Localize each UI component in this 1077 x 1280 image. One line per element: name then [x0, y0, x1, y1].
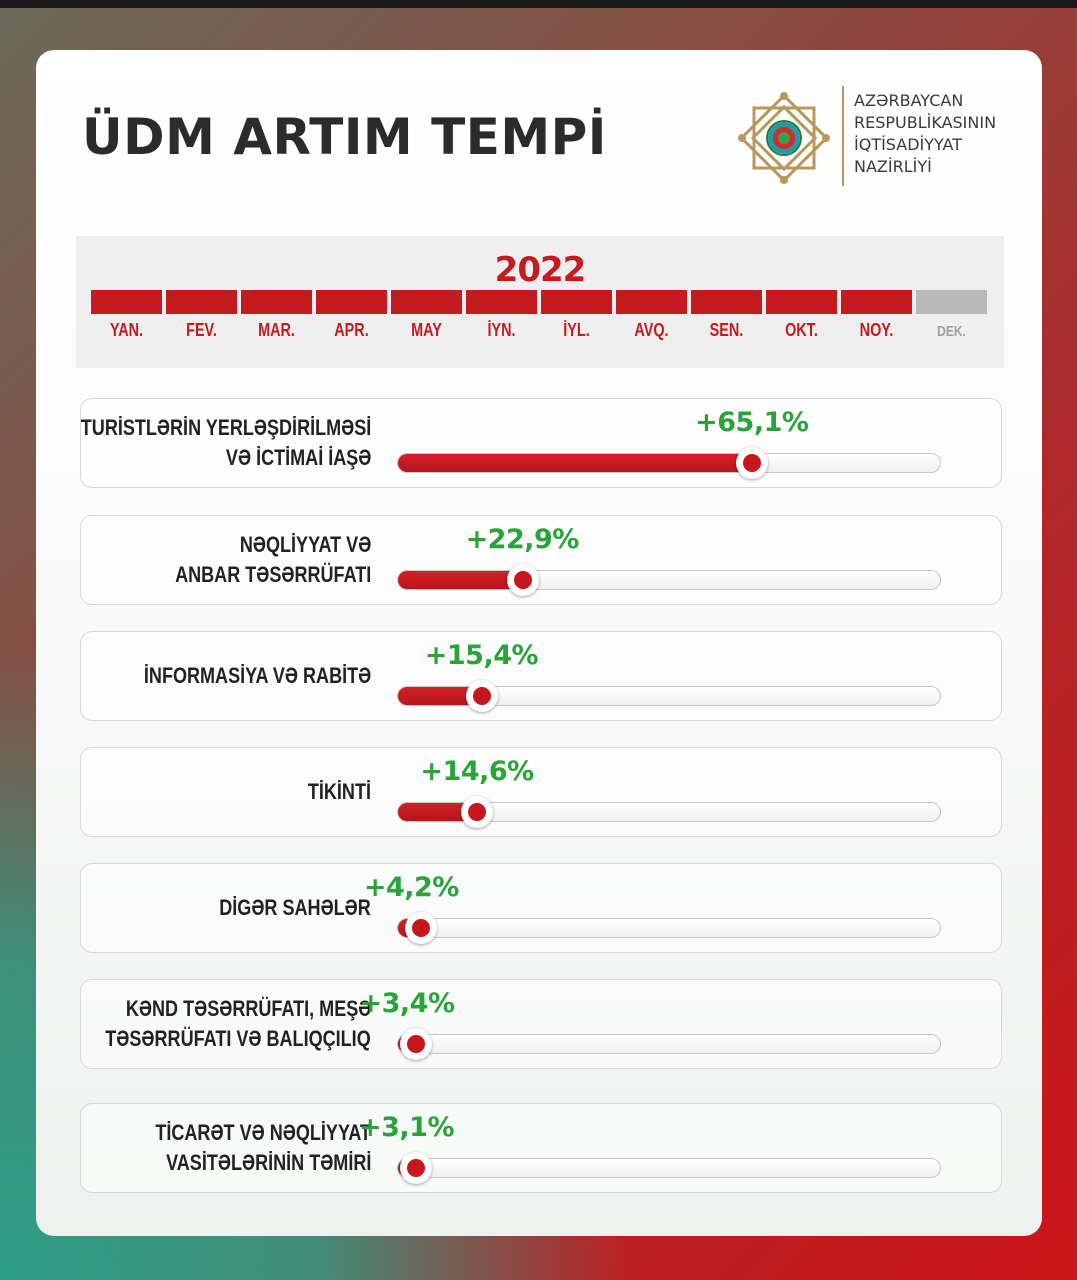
growth-bar-track	[397, 796, 941, 828]
growth-value-label: +65,1%	[695, 407, 809, 438]
timeline-month-label: MAR.	[258, 320, 295, 340]
sector-label-line: TƏSƏRRÜFATI VƏ BALIQÇILIQ	[105, 1026, 371, 1051]
growth-bar-knob	[506, 564, 539, 596]
timeline-month: SEN.	[691, 290, 762, 350]
timeline-month-segment	[616, 290, 687, 314]
growth-bar	[398, 571, 523, 589]
timeline-months: YAN. FEV. MAR. APR. MAY İYN. İYL. AVQ. SEN. OKT. N…	[91, 290, 991, 350]
sector-label: TİKİNTİ	[71, 748, 371, 836]
timeline-month-segment	[541, 290, 612, 314]
growth-value-label: +15,4%	[424, 640, 539, 671]
timeline-month-segment	[916, 290, 987, 314]
sector-label-line: İNFORMASİYA VƏ RABİTƏ	[143, 663, 371, 688]
sector-label-line: TİKİNTİ	[307, 779, 371, 804]
growth-bar	[398, 803, 478, 821]
sector-label-line: ANBAR TƏSƏRRÜFATI	[174, 562, 371, 587]
sector-label-line: VƏ İCTİMAİ İAŞƏ	[225, 445, 371, 470]
sector-row: KƏND TƏSƏRRÜFATI, MEŞƏ TƏSƏRRÜFATI VƏ BAL…	[80, 979, 1002, 1069]
growth-bar-track	[397, 680, 941, 712]
sector-row: NƏQLİYYAT VƏ ANBAR TƏSƏRRÜFATI +22,9%	[80, 515, 1002, 605]
timeline-month-segment	[391, 290, 462, 314]
sector-label: KƏND TƏSƏRRÜFATI, MEŞƏ TƏSƏRRÜFATI VƏ BAL…	[71, 980, 371, 1068]
timeline-month-label: İYL.	[563, 320, 590, 340]
timeline-month-label: İYN.	[487, 320, 516, 340]
growth-bar-knob	[736, 447, 769, 479]
timeline-month-segment	[841, 290, 912, 314]
ministry-line: İQTİSADİYYAT	[854, 135, 963, 154]
sector-label-line: TİCARƏT VƏ NƏQLİYYAT	[155, 1120, 371, 1145]
growth-bar	[398, 687, 482, 705]
growth-bar-knob	[400, 1028, 433, 1060]
timeline-month-label: MAY	[411, 320, 442, 340]
growth-bar-knob	[461, 796, 494, 828]
top-border	[0, 0, 1077, 8]
sector-label-line: VASİTƏLƏRİNİN TƏMİRİ	[165, 1150, 371, 1175]
timeline-month: MAR.	[241, 290, 312, 350]
growth-value-label: +4,2%	[363, 872, 460, 903]
timeline-month: NOY.	[841, 290, 912, 350]
timeline-month-label: NOY.	[859, 320, 894, 340]
ministry-line: NAZİRLİYİ	[854, 157, 932, 176]
sector-label-line: DİGƏR SAHƏLƏR	[219, 895, 371, 920]
sector-label-line: TURİSTLƏRİN YERLƏŞDİRİLMƏSİ	[80, 415, 371, 440]
timeline-month-label: OKT.	[785, 320, 818, 340]
growth-bar-knob	[400, 1152, 432, 1184]
growth-bar-track	[397, 447, 941, 479]
growth-bar-track	[397, 1152, 941, 1184]
growth-bar	[398, 454, 753, 472]
timeline-month: İYN.	[466, 290, 537, 350]
ministry-emblem-icon	[738, 92, 830, 184]
sector-row: TİCARƏT VƏ NƏQLİYYAT VASİTƏLƏRİNİN TƏMİRİ…	[80, 1103, 1002, 1193]
timeline-month-label: SEN.	[709, 320, 744, 340]
sector-label: NƏQLİYYAT VƏ ANBAR TƏSƏRRÜFATI	[71, 516, 371, 604]
timeline-month: YAN.	[91, 290, 162, 350]
timeline-month: APR.	[316, 290, 387, 350]
timeline-month-segment	[91, 290, 162, 314]
timeline-month-segment	[766, 290, 837, 314]
timeline-month: DEK.	[916, 290, 987, 350]
timeline-year: 2022	[494, 250, 587, 290]
growth-bar-track	[397, 564, 941, 596]
sector-row: TİKİNTİ +14,6%	[80, 747, 1002, 837]
timeline-month-segment	[316, 290, 387, 314]
sector-label: TURİSTLƏRİN YERLƏŞDİRİLMƏSİ VƏ İCTİMAİ İA…	[71, 399, 371, 487]
timeline-month-segment	[466, 290, 537, 314]
growth-value-label: +3,4%	[359, 988, 455, 1019]
timeline-month-segment	[241, 290, 312, 314]
growth-value-label: +14,6%	[420, 756, 534, 787]
timeline-month-label: FEV.	[186, 320, 217, 340]
timeline-month: İYL.	[541, 290, 612, 350]
timeline-month-segment	[691, 290, 762, 314]
ministry-line: AZƏRBAYCAN	[854, 91, 964, 110]
timeline-month-label: YAN.	[109, 320, 144, 340]
sector-label: İNFORMASİYA VƏ RABİTƏ	[71, 632, 371, 720]
growth-value-label: +22,9%	[465, 524, 580, 555]
timeline-month: AVQ.	[616, 290, 687, 350]
timeline-month: MAY	[391, 290, 462, 350]
sector-row: İNFORMASİYA VƏ RABİTƏ +15,4%	[80, 631, 1002, 721]
growth-bar-knob	[404, 912, 437, 944]
sector-row: TURİSTLƏRİN YERLƏŞDİRİLMƏSİ VƏ İCTİMAİ İA…	[80, 398, 1002, 488]
sector-label-line: NƏQLİYYAT VƏ	[239, 532, 371, 557]
sector-label: TİCARƏT VƏ NƏQLİYYAT VASİTƏLƏRİNİN TƏMİRİ	[71, 1104, 371, 1192]
growth-bar-track	[397, 1028, 941, 1060]
page-title: ÜDM ARTIM TEMPİ	[82, 108, 607, 166]
timeline-month-segment	[166, 290, 237, 314]
growth-value-label: +3,1%	[359, 1112, 455, 1143]
timeline-month: FEV.	[166, 290, 237, 350]
month-timeline: 2022 YAN. FEV. MAR. APR. MAY İYN. İYL. AVQ. SEN.…	[76, 236, 1004, 368]
sector-row: DİGƏR SAHƏLƏR +4,2%	[80, 863, 1002, 953]
growth-bar-track	[397, 912, 941, 944]
timeline-month-label: APR.	[334, 320, 369, 340]
ministry-line: RESPUBLİKASININ	[854, 113, 997, 132]
sector-label-line: KƏND TƏSƏRRÜFATI, MEŞƏ	[125, 996, 371, 1021]
growth-bar-knob	[465, 680, 498, 712]
ministry-name: AZƏRBAYCAN RESPUBLİKASININ İQTİSADİYYAT …	[854, 90, 1034, 178]
timeline-month-label: DEK.	[937, 323, 966, 340]
sector-label: DİGƏR SAHƏLƏR	[71, 864, 371, 952]
ministry-divider	[842, 86, 844, 186]
timeline-month: OKT.	[766, 290, 837, 350]
timeline-month-label: AVQ.	[634, 320, 669, 340]
